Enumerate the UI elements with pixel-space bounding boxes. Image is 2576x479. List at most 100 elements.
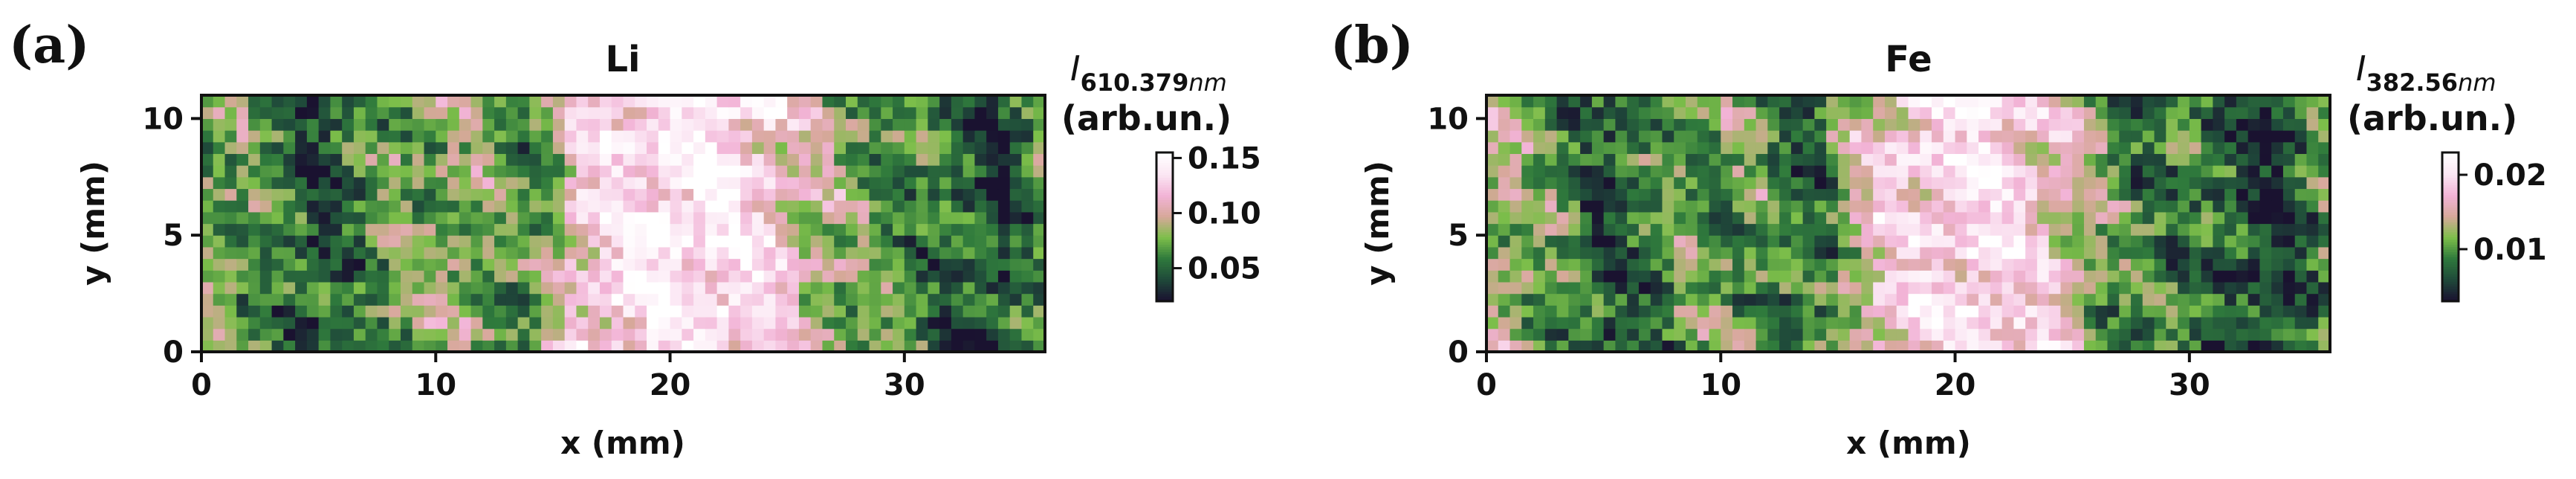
heatmap-cell [775, 293, 788, 306]
heatmap-cell [2236, 176, 2249, 190]
heatmap-cell [470, 141, 483, 155]
colorbar-segment [2442, 202, 2459, 205]
heatmap-cell [541, 281, 554, 295]
heatmap-cell [1662, 258, 1674, 271]
heatmap-cell [2095, 235, 2109, 248]
heatmap-cell [2025, 293, 2038, 306]
heatmap-cell [330, 106, 343, 119]
heatmap-cell [974, 281, 987, 295]
heatmap-cell [201, 235, 214, 248]
heatmap-cell [1580, 258, 1593, 271]
heatmap-cell [552, 293, 566, 306]
heatmap-cell [470, 316, 483, 329]
heatmap-cell [635, 130, 647, 143]
heatmap-cell [517, 293, 530, 306]
heatmap-cell [1521, 200, 1534, 213]
heatmap-cell [1591, 223, 1605, 236]
heatmap-cell [259, 153, 273, 166]
heatmap-cell [424, 316, 436, 329]
heatmap-cell [271, 200, 284, 213]
heatmap-cell [1802, 188, 1815, 201]
heatmap-cell [2119, 305, 2132, 318]
heatmap-cell [939, 106, 952, 119]
heatmap-cell [236, 328, 249, 341]
heatmap-cell [1837, 258, 1851, 271]
heatmap-cell [1556, 141, 1569, 155]
heatmap-cell [869, 95, 881, 108]
heatmap-cell [869, 165, 881, 178]
heatmap-cell [2060, 223, 2073, 236]
heatmap-cell [1486, 316, 1499, 329]
heatmap-cell [1978, 188, 1991, 201]
heatmap-cell [424, 235, 436, 248]
heatmap-cell [494, 316, 507, 329]
heatmap-cell [682, 141, 694, 155]
heatmap-cell [2107, 211, 2120, 225]
heatmap-cell [1802, 328, 1815, 341]
heatmap-cell [1837, 165, 1851, 178]
heatmap-cell [693, 293, 706, 306]
heatmap-cell [412, 200, 425, 213]
colorbar-segment [2442, 216, 2459, 220]
heatmap-cell [2259, 293, 2272, 306]
heatmap-cell [869, 246, 881, 260]
heatmap-cell [2095, 281, 2109, 295]
heatmap-cell [2013, 270, 2026, 283]
heatmap-cell [822, 270, 835, 283]
heatmap-cell [213, 211, 226, 225]
heatmap-cell [705, 200, 718, 213]
heatmap-cell [623, 130, 635, 143]
heatmap-cell [576, 258, 589, 271]
heatmap-cell [658, 153, 671, 166]
heatmap-cell [201, 223, 214, 236]
heatmap-cell [997, 223, 1011, 236]
heatmap-cell [2318, 200, 2331, 213]
heatmap-cell [1568, 270, 1581, 283]
heatmap-cell [1580, 235, 1593, 248]
heatmap-cell [599, 141, 612, 155]
heatmap-cell [822, 165, 835, 178]
heatmap-cell [2095, 223, 2109, 236]
heatmap-cell [2166, 141, 2178, 155]
heatmap-cell [2131, 270, 2143, 283]
heatmap-cell [552, 176, 566, 190]
heatmap-cell [459, 200, 472, 213]
heatmap-cell [424, 258, 436, 271]
heatmap-cell [1580, 246, 1593, 260]
heatmap-cell [1650, 340, 1663, 353]
heatmap-cell [459, 328, 472, 341]
heatmap-cell [1849, 176, 1863, 190]
heatmap-cell [1861, 165, 1874, 178]
heatmap-cell [1826, 165, 1839, 178]
heatmap-cell [400, 281, 413, 295]
heatmap-cell [623, 270, 635, 283]
heatmap-cell [1943, 305, 1956, 318]
heatmap-cell [810, 165, 823, 178]
heatmap-cell [541, 106, 554, 119]
heatmap-cell [552, 235, 566, 248]
heatmap-cell [2060, 235, 2073, 248]
heatmap-cell [400, 211, 413, 225]
heatmap-cell [2107, 200, 2120, 213]
heatmap-cell [1009, 235, 1023, 248]
heatmap-cell [1990, 188, 2003, 201]
heatmap-cell [986, 176, 999, 190]
heatmap-cell [353, 118, 366, 131]
heatmap-cell [259, 106, 273, 119]
heatmap-cell [1498, 316, 1511, 329]
heatmap-cell [1556, 106, 1569, 119]
heatmap-cell [295, 153, 308, 166]
heatmap-cell [2166, 165, 2178, 178]
heatmap-cell [857, 235, 870, 248]
heatmap-cell [2013, 223, 2026, 236]
heatmap-cell [846, 211, 858, 225]
heatmap-cell [529, 281, 542, 295]
heatmap-cell [611, 246, 624, 260]
heatmap-cell [1662, 165, 1674, 178]
heatmap-cell [353, 95, 366, 108]
heatmap-cell [939, 293, 952, 306]
heatmap-cell [1978, 270, 1991, 283]
heatmap-cell [505, 165, 519, 178]
heatmap-cell [2213, 281, 2225, 295]
heatmap-cell [775, 165, 788, 178]
